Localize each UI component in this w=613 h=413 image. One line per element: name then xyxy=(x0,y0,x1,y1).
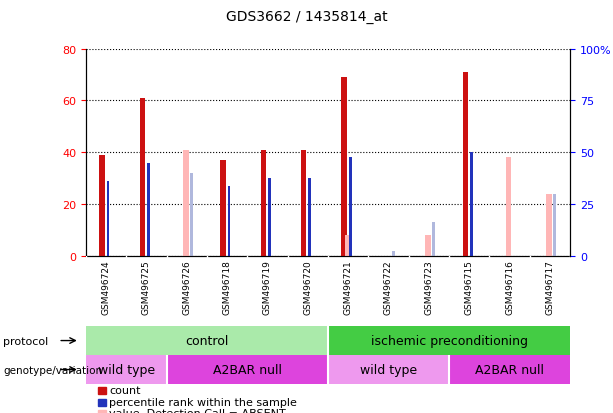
Text: GSM496720: GSM496720 xyxy=(303,260,312,314)
Text: A2BAR null: A2BAR null xyxy=(475,363,544,376)
Bar xyxy=(167,355,328,384)
Bar xyxy=(183,150,189,256)
Bar xyxy=(349,158,352,256)
Bar xyxy=(341,78,347,256)
Text: GSM496719: GSM496719 xyxy=(263,260,272,314)
Text: GSM496724: GSM496724 xyxy=(102,260,110,314)
Bar xyxy=(432,223,435,256)
Text: GSM496722: GSM496722 xyxy=(384,260,393,314)
Text: GSM496721: GSM496721 xyxy=(344,260,352,314)
Text: GSM496723: GSM496723 xyxy=(424,260,433,314)
Bar xyxy=(463,73,468,256)
Bar xyxy=(190,173,193,256)
Text: GSM496726: GSM496726 xyxy=(182,260,191,314)
Text: GSM496718: GSM496718 xyxy=(223,260,232,314)
Bar xyxy=(107,181,110,256)
Bar xyxy=(268,178,271,256)
Bar xyxy=(546,194,552,256)
Text: A2BAR null: A2BAR null xyxy=(213,363,282,376)
Bar xyxy=(506,158,511,256)
Bar xyxy=(86,355,167,384)
Bar xyxy=(308,178,311,256)
Bar xyxy=(554,194,556,256)
Text: value, Detection Call = ABSENT: value, Detection Call = ABSENT xyxy=(109,408,286,413)
Bar xyxy=(301,150,306,256)
Bar xyxy=(470,153,473,256)
Text: genotype/variation: genotype/variation xyxy=(3,365,102,375)
Text: ischemic preconditioning: ischemic preconditioning xyxy=(370,334,528,347)
Text: control: control xyxy=(185,334,229,347)
Text: GDS3662 / 1435814_at: GDS3662 / 1435814_at xyxy=(226,10,387,24)
Bar xyxy=(449,355,570,384)
Bar xyxy=(221,161,226,256)
Bar xyxy=(328,355,449,384)
Bar xyxy=(328,326,570,355)
Text: GSM496717: GSM496717 xyxy=(546,260,554,314)
Text: wild type: wild type xyxy=(97,363,154,376)
Bar xyxy=(86,326,328,355)
Text: count: count xyxy=(109,385,140,395)
Text: GSM496715: GSM496715 xyxy=(465,260,474,314)
Text: percentile rank within the sample: percentile rank within the sample xyxy=(109,397,297,407)
Text: wild type: wild type xyxy=(360,363,417,376)
Bar xyxy=(345,235,350,256)
Bar xyxy=(392,251,395,256)
Bar xyxy=(147,163,150,256)
Text: GSM496725: GSM496725 xyxy=(142,260,151,314)
Bar xyxy=(227,186,230,256)
Bar xyxy=(140,99,145,256)
Bar xyxy=(425,235,431,256)
Text: GSM496716: GSM496716 xyxy=(505,260,514,314)
Bar xyxy=(261,150,266,256)
Text: protocol: protocol xyxy=(3,336,48,346)
Bar xyxy=(99,155,105,256)
